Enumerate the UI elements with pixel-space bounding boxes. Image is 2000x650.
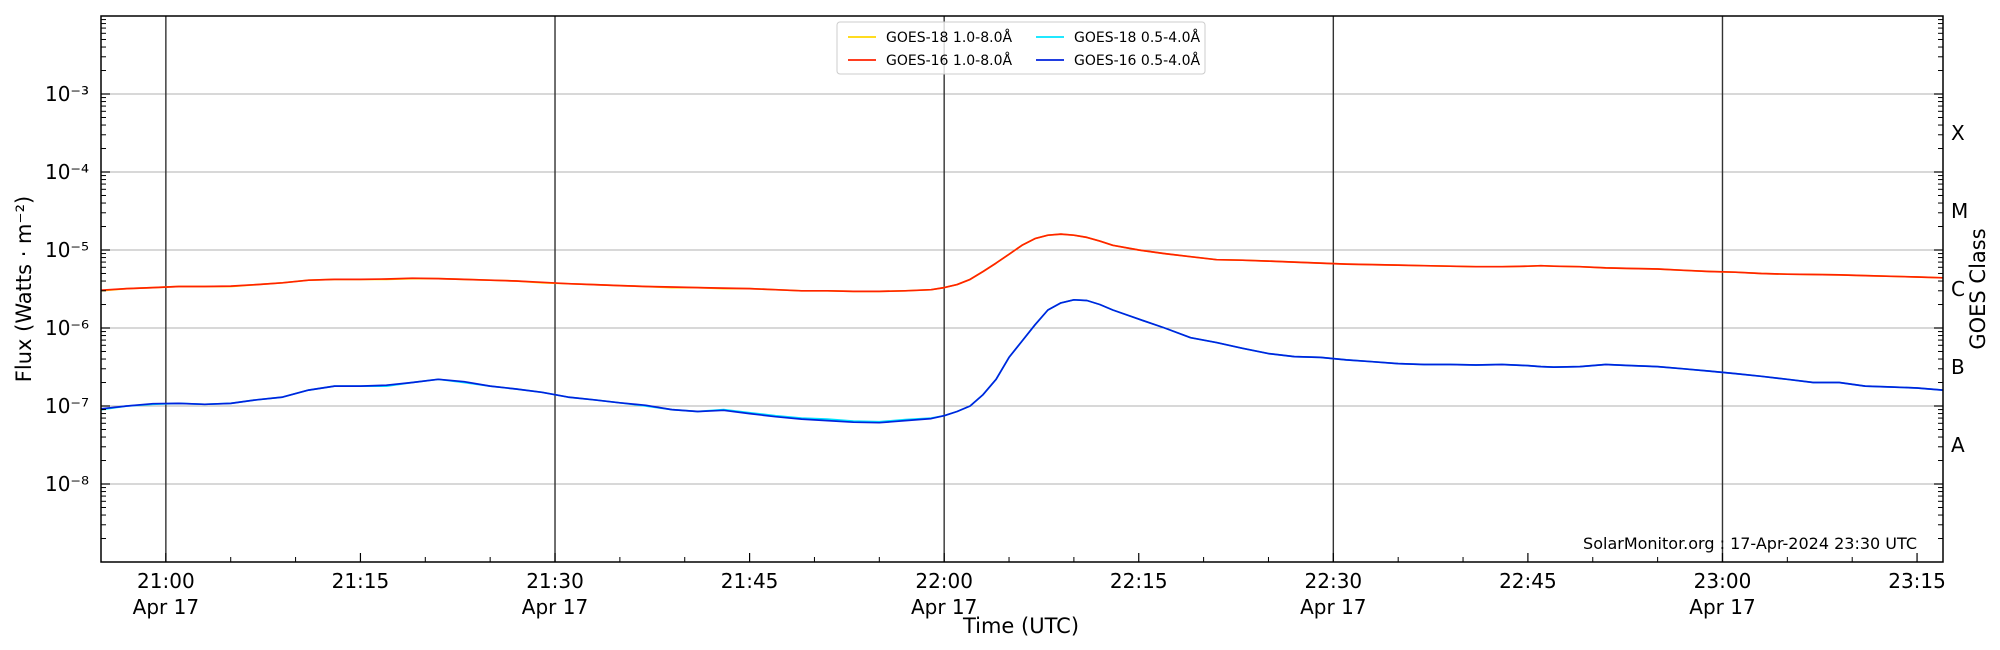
y-axis-title: Flux (Watts · m⁻²) (12, 196, 36, 382)
legend-label: GOES-16 1.0-8.0Å (886, 52, 1012, 69)
x-tick-date-label: Apr 17 (522, 595, 588, 619)
x-tick-date-label: Apr 17 (1689, 595, 1755, 619)
legend-box (836, 21, 1206, 75)
x-tick-label: 23:00 (1694, 569, 1752, 593)
x-tick-label: 22:00 (915, 569, 973, 593)
x-tick-label: 23:15 (1888, 569, 1946, 593)
goes-class-label: X (1951, 121, 1965, 145)
y-tick-label: 10⁻⁴ (45, 160, 89, 184)
legend-label: GOES-16 0.5-4.0Å (1074, 52, 1200, 69)
x-tick-label: 21:15 (332, 569, 390, 593)
x-tick-label: 22:30 (1305, 569, 1363, 593)
right-axis-title: GOES Class (1966, 228, 1990, 349)
x-tick-date-label: Apr 17 (1300, 595, 1366, 619)
series-layer (100, 233, 1944, 424)
x-tick-label: 22:45 (1499, 569, 1557, 593)
goes-class-label: B (1951, 355, 1965, 379)
y-tick-label: 10⁻⁵ (45, 238, 89, 262)
series-line-2 (100, 233, 1944, 293)
y-tick-label: 10⁻³ (45, 82, 89, 106)
legend-label: GOES-18 0.5-4.0Å (1074, 29, 1200, 46)
y-tick-label: 10⁻⁷ (45, 394, 89, 418)
y-tick-label: 10⁻⁸ (45, 472, 89, 496)
goes-class-label: C (1951, 277, 1965, 301)
goes-class-label: M (1951, 199, 1968, 223)
legend: GOES-18 1.0-8.0Å GOES-18 0.5-4.0Å GOES-16 … (836, 21, 1206, 75)
x-tick-label: 21:30 (526, 569, 584, 593)
x-tick-label: 21:45 (721, 569, 779, 593)
x-tick-label: 21:00 (137, 569, 195, 593)
grid-layer (101, 16, 1943, 562)
series-line-3 (100, 298, 1944, 424)
x-tick-label: 22:15 (1110, 569, 1168, 593)
goes-class-label: A (1951, 433, 1965, 457)
y-tick-label: 10⁻⁶ (45, 316, 89, 340)
credit-text: SolarMonitor.org : 17-Apr-2024 23:30 UTC (1583, 534, 1917, 553)
plot-frame (100, 15, 1944, 563)
legend-label: GOES-18 1.0-8.0Å (886, 29, 1012, 46)
x-tick-date-label: Apr 17 (133, 595, 199, 619)
y-axis-title-text: Flux (Watts · m⁻²) (12, 196, 36, 382)
x-tick-date-label: Apr 17 (911, 595, 977, 619)
x-axis-title: Time (UTC) (962, 614, 1079, 638)
